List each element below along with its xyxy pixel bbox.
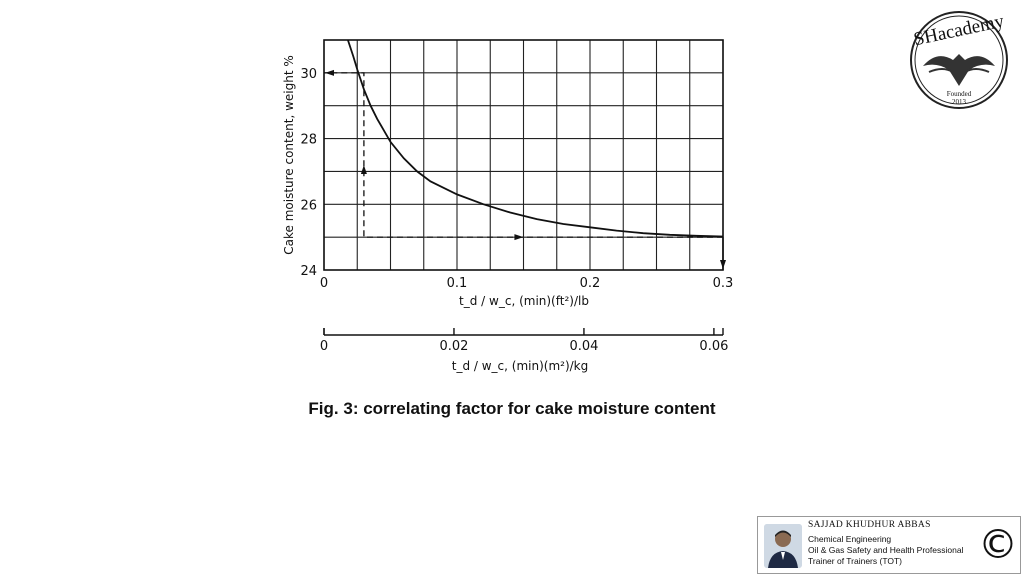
arrow-head	[325, 69, 334, 76]
y-tick-label: 28	[300, 133, 317, 148]
figure-caption: Fig. 3: correlating factor for cake mois…	[308, 399, 716, 418]
secondary-x-tick-label: 0.04	[569, 339, 598, 354]
secondary-x-axis-label: t_d / w_c, (min)(m²)/kg	[452, 359, 589, 373]
eagle-emblem-icon	[910, 11, 1008, 109]
author-title-2: Oil & Gas Safety and Health Professional	[808, 545, 964, 555]
secondary-x-tick-label: 0.06	[699, 339, 728, 354]
copyright-icon: ©	[978, 522, 1018, 568]
chart-ticks: 24 26 28 30 0 0.1 0.2 0.3	[300, 67, 733, 291]
y-tick-label: 26	[300, 198, 317, 213]
secondary-x-tick-label: 0	[320, 339, 328, 354]
secondary-x-tick-label: 0.02	[439, 339, 468, 354]
logo-year: Founded 2013	[946, 90, 972, 106]
y-tick-label: 30	[300, 67, 317, 82]
shacademy-logo: SHacademy Founded 2013	[903, 10, 1015, 110]
x-tick-label: 0.3	[713, 276, 734, 291]
author-title-1: Chemical Engineering	[808, 534, 892, 544]
x-axis-label: t_d / w_c, (min)(ft²)/lb	[459, 294, 589, 308]
x-tick-label: 0.1	[447, 276, 468, 291]
dashed-guide-line	[324, 72, 723, 238]
chart-annotations	[324, 69, 726, 270]
secondary-x-axis: 0 0.02 0.04 0.06	[320, 328, 728, 354]
author-title-3: Trainer of Trainers (TOT)	[808, 556, 902, 566]
chart-series-line	[347, 39, 724, 238]
x-tick-label: 0.2	[580, 276, 601, 291]
plot-frame	[323, 39, 724, 271]
chart-grid	[323, 39, 724, 271]
arrow-head	[360, 165, 367, 174]
author-card: SAJJAD KHUDHUR ABBAS Chemical Engineerin…	[757, 516, 1021, 574]
y-axis-label: Cake moisture content, weight %	[282, 55, 296, 255]
y-tick-label: 24	[300, 264, 317, 279]
author-name: SAJJAD KHUDHUR ABBAS	[808, 520, 931, 530]
avatar	[764, 524, 802, 568]
x-tick-label: 0	[320, 276, 328, 291]
arrow-head	[514, 234, 524, 241]
